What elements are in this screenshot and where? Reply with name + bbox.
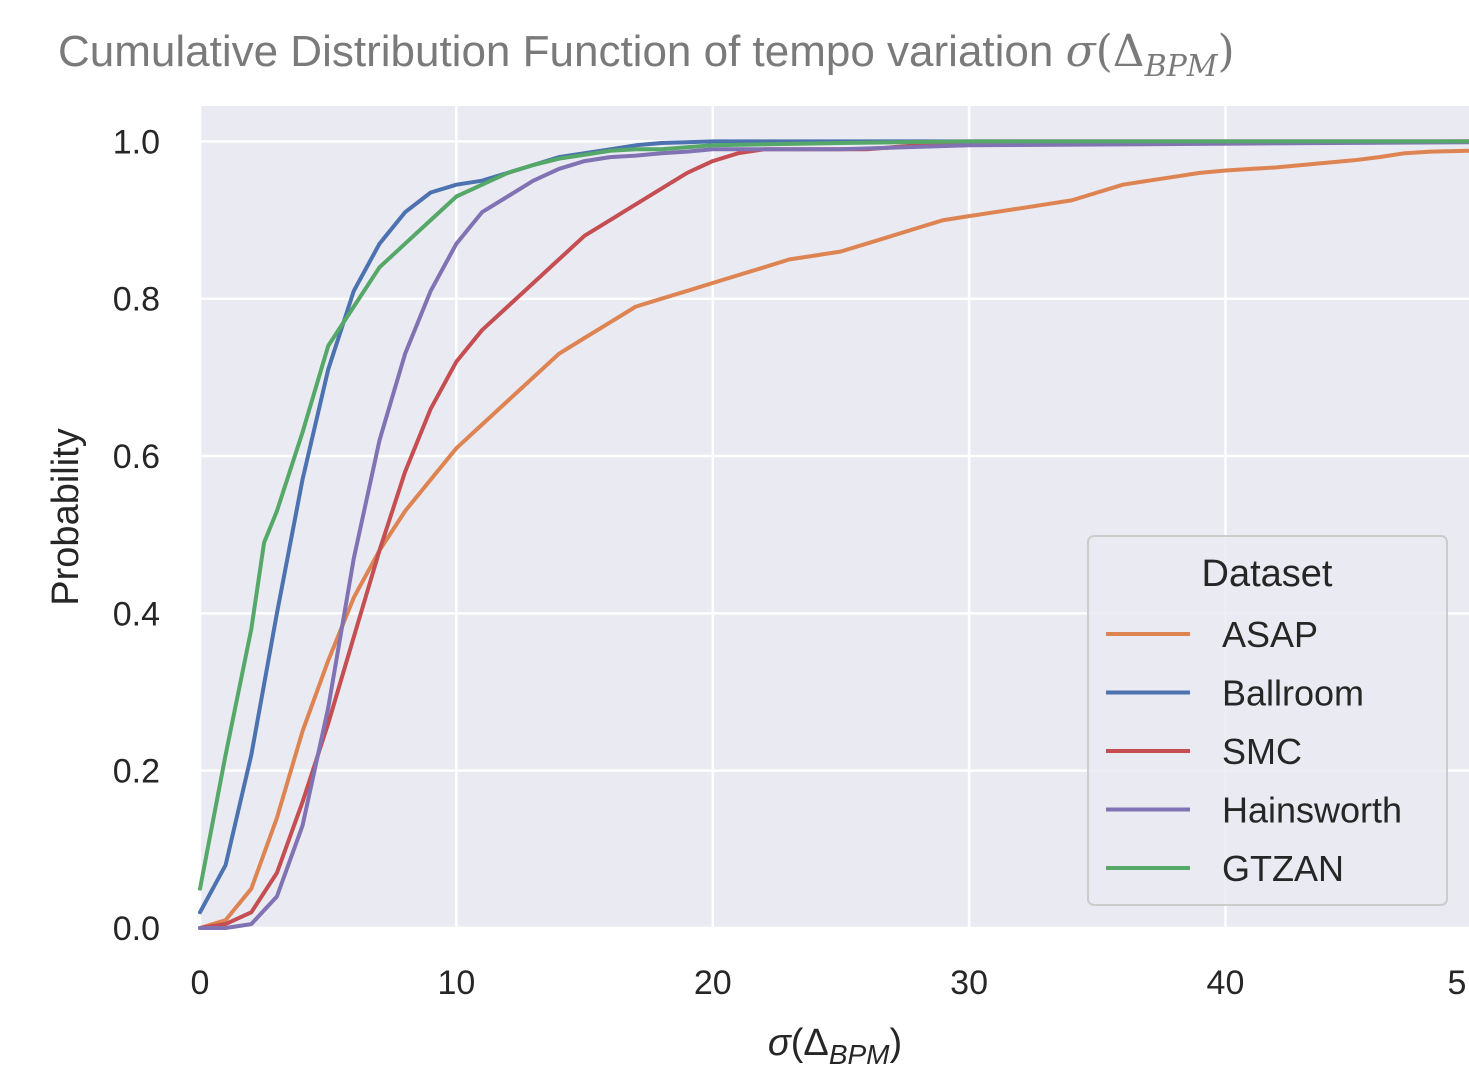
x-tick-label: 0 <box>191 964 210 1002</box>
chart-title-sigma: σ <box>1066 26 1098 77</box>
x-label-open: (Δ <box>791 1022 829 1064</box>
chart-title: Cumulative Distribution Function of temp… <box>58 26 1235 84</box>
y-tick-label: 0.6 <box>113 438 160 476</box>
series-lines <box>198 139 1469 930</box>
x-label-sub: BPM <box>829 1039 890 1066</box>
legend-box <box>1087 535 1448 906</box>
x-tick-label: 20 <box>694 964 732 1002</box>
legend-label-smc: SMC <box>1222 731 1302 772</box>
x-label-sigma: σ <box>768 1022 793 1064</box>
series-line-gtzan <box>198 139 1469 891</box>
legend: Dataset ASAP Ballroom SMC Hainsworth GTZAN <box>1087 535 1448 906</box>
legend-label-gtzan: GTZAN <box>1222 848 1344 889</box>
x-tick-label: 30 <box>950 964 988 1002</box>
chart-title-close: ) <box>1218 26 1235 77</box>
y-tick-label: 0.4 <box>113 595 160 633</box>
series-line-hainsworth <box>198 140 1469 930</box>
y-axis-label: Probability <box>45 428 87 605</box>
x-axis-label: σ(ΔBPM) <box>768 1022 902 1066</box>
chart-title-text: Cumulative Distribution Function of temp… <box>58 27 1066 76</box>
series-line-asap <box>198 148 1469 930</box>
tick-labels: 0 10 20 30 40 5 0.0 0.2 0.4 0.6 0.8 1.0 <box>113 123 1467 1002</box>
chart-title-sub: BPM <box>1144 49 1219 84</box>
x-tick-label: 5 <box>1448 964 1467 1002</box>
y-tick-label: 1.0 <box>113 123 160 161</box>
series-line-ballroom <box>198 139 1469 915</box>
x-tick-label: 10 <box>437 964 475 1002</box>
y-tick-label: 0.2 <box>113 753 160 791</box>
legend-label-hainsworth: Hainsworth <box>1222 790 1402 831</box>
y-tick-label: 0.8 <box>113 281 160 319</box>
y-tick-label: 0.0 <box>113 910 160 948</box>
legend-items: ASAP Ballroom SMC Hainsworth GTZAN <box>1106 614 1402 889</box>
legend-label-ballroom: Ballroom <box>1222 673 1364 714</box>
x-tick-label: 40 <box>1207 964 1245 1002</box>
chart-title-open: (Δ <box>1096 26 1145 77</box>
x-label-close: ) <box>890 1022 903 1064</box>
legend-label-asap: ASAP <box>1222 614 1318 655</box>
legend-title: Dataset <box>1202 553 1333 595</box>
